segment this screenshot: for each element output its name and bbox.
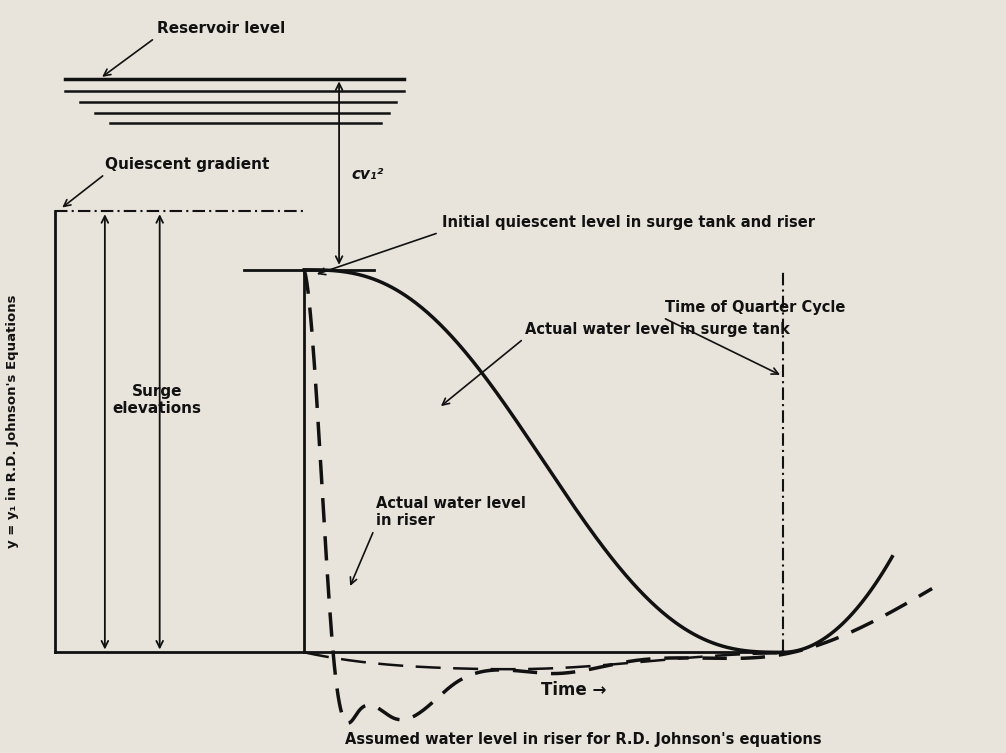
Text: Initial quiescent level in surge tank and riser: Initial quiescent level in surge tank an… (442, 215, 815, 230)
Text: Actual water level
in riser: Actual water level in riser (376, 495, 526, 528)
Text: cv₁²: cv₁² (351, 166, 383, 181)
Text: Assumed water level in riser for R.D. Johnson's equations: Assumed water level in riser for R.D. Jo… (345, 732, 822, 747)
Text: Time of Quarter Cycle: Time of Quarter Cycle (665, 300, 845, 316)
Text: Time →: Time → (540, 681, 606, 699)
Text: y = y₁ in R.D. Johnson's Equations: y = y₁ in R.D. Johnson's Equations (6, 294, 19, 548)
Text: Actual water level in surge tank: Actual water level in surge tank (525, 322, 791, 337)
Text: Quiescent gradient: Quiescent gradient (105, 157, 270, 172)
Text: Reservoir level: Reservoir level (157, 21, 285, 36)
Text: Surge
elevations: Surge elevations (113, 384, 201, 416)
